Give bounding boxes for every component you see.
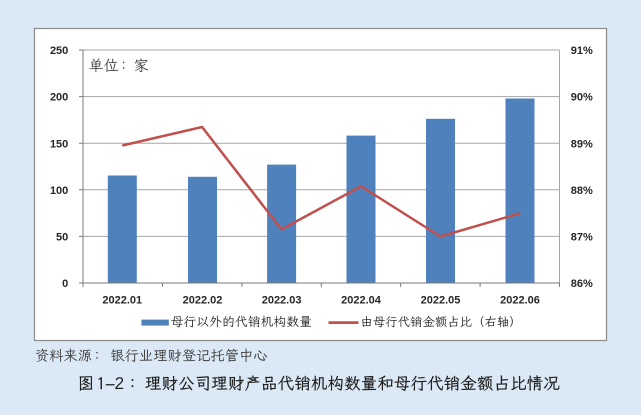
svg-text:50: 50	[56, 232, 68, 244]
svg-text:2022.02: 2022.02	[183, 294, 223, 306]
svg-text:90%: 90%	[571, 92, 593, 104]
svg-text:200: 200	[50, 92, 68, 104]
svg-text:250: 250	[50, 45, 68, 57]
svg-text:2022.01: 2022.01	[102, 294, 142, 306]
svg-text:0: 0	[62, 278, 68, 290]
svg-text:2022.06: 2022.06	[500, 294, 540, 306]
svg-text:150: 150	[50, 138, 68, 150]
svg-text:88%: 88%	[571, 185, 593, 197]
svg-text:2022.05: 2022.05	[421, 294, 461, 306]
svg-text:89%: 89%	[571, 138, 593, 150]
svg-text:86%: 86%	[571, 278, 593, 290]
svg-text:2022.04: 2022.04	[341, 294, 382, 306]
svg-text:91%: 91%	[571, 45, 593, 57]
svg-text:87%: 87%	[571, 232, 593, 244]
svg-text:2022.03: 2022.03	[262, 294, 302, 306]
svg-text:100: 100	[50, 185, 68, 197]
